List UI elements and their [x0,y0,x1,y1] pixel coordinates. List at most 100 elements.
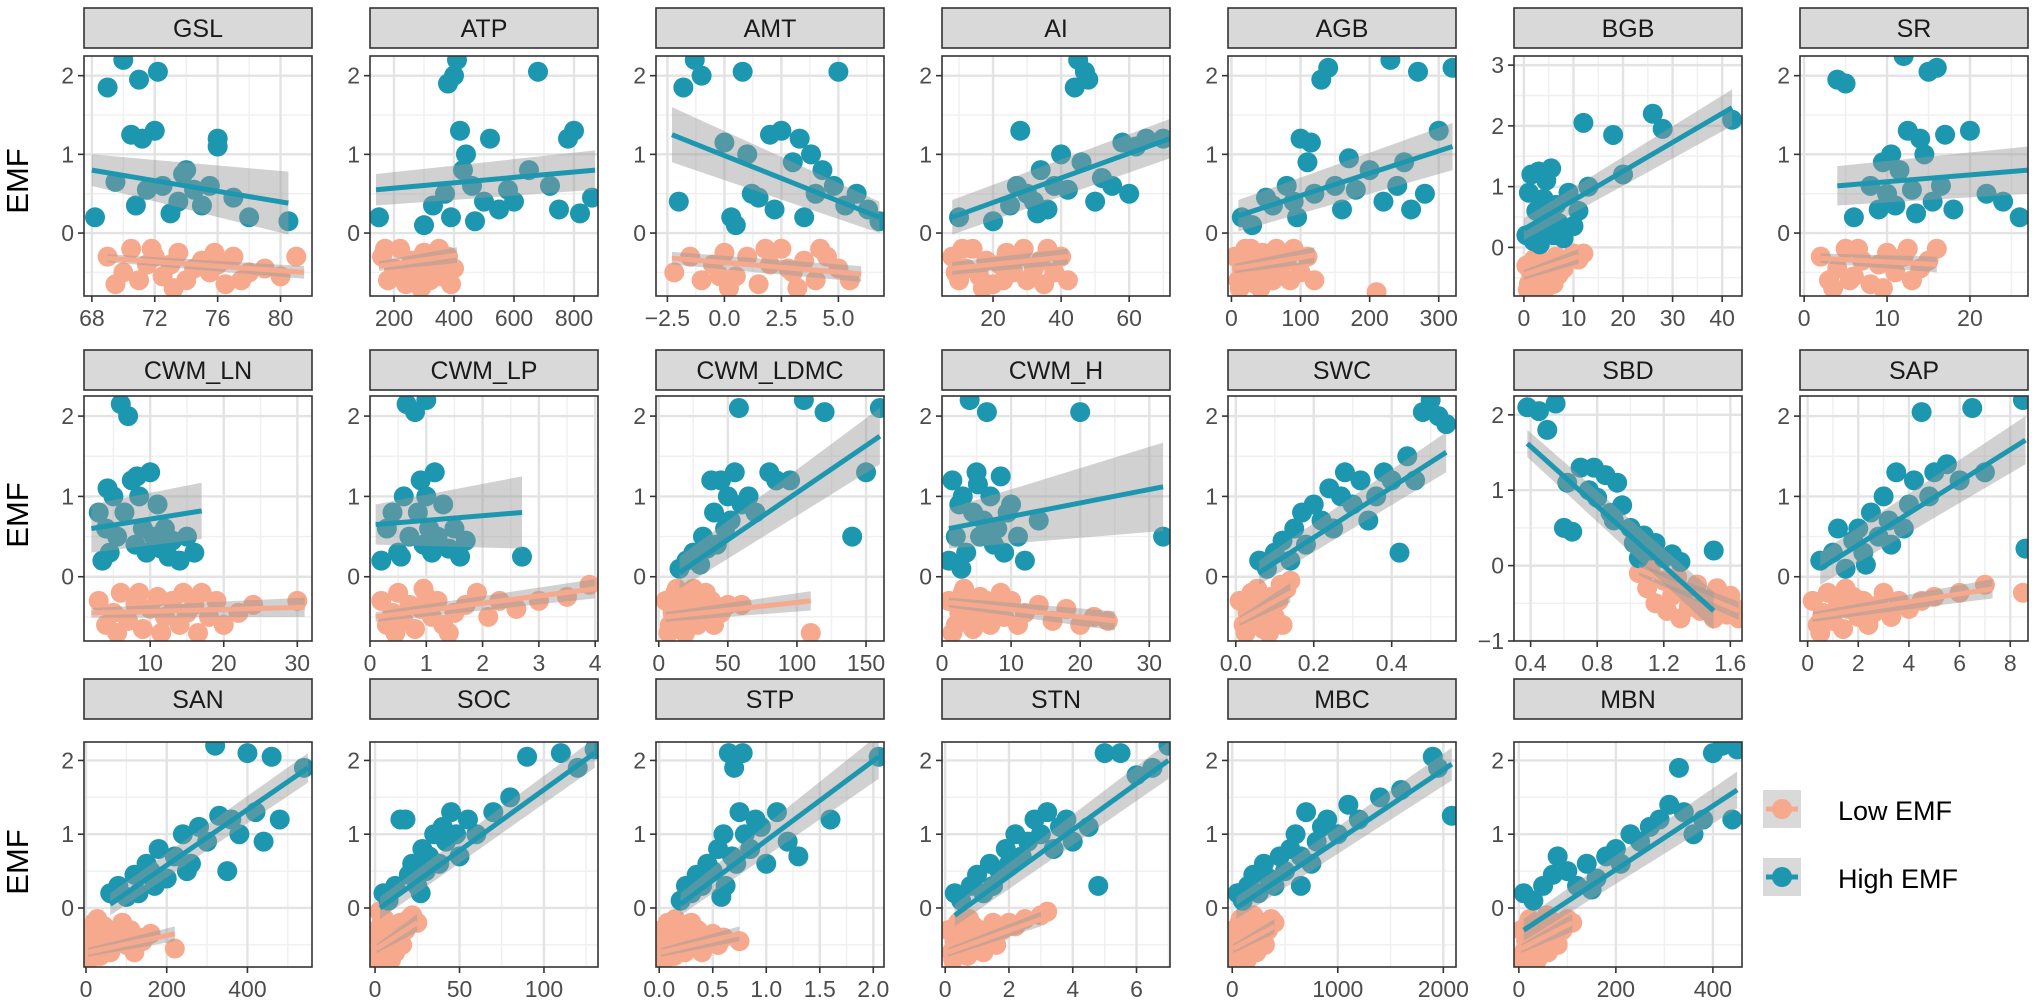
panel-border [655,741,885,968]
x-tick-label: 1.6 [1714,650,1746,676]
y-tick-label: 2 [1491,113,1504,139]
data-point [810,238,831,259]
data-point [713,824,734,845]
y-axis-labels: EMF EMF EMF [0,148,35,894]
data-point [1401,199,1422,220]
data-point [173,164,194,185]
low-emf-regression-line [1232,924,1276,951]
data-point [435,183,455,204]
plot-area [1802,396,2028,641]
data-point [1901,179,1922,200]
low-emf-regression-line [665,598,812,620]
data-point [711,886,732,907]
y-tick-label: 2 [347,403,360,429]
data-point [1568,200,1589,221]
x-tick-label: 10 [1874,305,1900,331]
high-emf-confidence-band [91,154,289,235]
x-tick-label: 60 [1116,305,1142,331]
data-point [1517,279,1538,296]
data-point [1652,118,1673,139]
data-point [147,494,168,515]
data-point [942,622,963,641]
data-point [959,909,980,930]
data-point [1345,179,1366,200]
data-point [444,65,464,86]
data-point [664,262,685,283]
data-point [217,861,238,882]
panel-stp: STP 0.0 0.5 1.0 1.5 2.0 0 1 2 [633,678,889,1002]
data-point [814,402,835,423]
x-tick-label: 40 [1709,305,1735,331]
data-point [411,278,431,296]
x-tick-label: 1000 [1312,976,1363,1002]
data-point [1304,270,1325,291]
data-point [793,396,814,411]
high-emf-regression-line [1837,167,2028,189]
data-point [1573,112,1594,133]
gridlines [1514,742,1742,967]
data-point [163,278,184,296]
panel-mbn: MBN 0 200 400 0 1 2 [1491,678,1743,1002]
x-tick-label: 2 [476,650,489,676]
data-point [1297,152,1318,173]
data-point [550,743,571,764]
data-point [1436,414,1456,435]
y-tick-label: 0 [919,220,932,246]
plot-area [84,742,312,967]
facet-title: CWM_LN [144,357,252,385]
data-point [1056,809,1077,830]
high-emf-regression-line [951,136,1170,220]
data-point [1810,622,1831,641]
high-emf-series [668,56,884,236]
data-point [540,175,560,196]
high-emf-confidence-band [375,476,522,549]
panel-border [941,395,1171,642]
data-point [169,550,190,571]
x-tick-label: 200 [375,305,413,331]
data-point [714,242,735,263]
high-emf-series [100,742,312,907]
data-point [1868,199,1889,220]
x-tick-label: 0 [652,650,665,676]
data-point [1287,207,1308,228]
data-point [168,242,189,263]
data-point [1833,618,1854,639]
x-tick-label: 0 [1225,305,1238,331]
data-point [237,743,258,764]
data-point [1414,183,1435,204]
high-emf-confidence-band [948,442,1164,549]
y-tick-label: 1 [61,141,74,167]
panel-border [1799,395,2029,642]
data-point [766,802,787,823]
facet-title: MBC [1314,686,1370,714]
panel-san: SAN 0 200 400 0 1 2 [61,678,313,1002]
data-point [1839,270,1860,291]
data-point [87,909,108,930]
plot-area [1810,56,2028,296]
data-point [828,61,849,82]
x-tick-label: 0 [369,976,382,1002]
data-point [1886,462,1907,483]
low-emf-regression-line [378,252,458,269]
data-point [764,199,785,220]
y-tick-label: 2 [633,747,646,773]
data-point [820,809,841,830]
data-point [1881,606,1902,627]
data-point [1722,109,1742,130]
data-point [823,175,844,196]
panel-amt: AMT −2.5 0.0 2.5 5.0 0 1 2 [633,7,885,331]
data-point [666,578,687,599]
x-tick-label: 1.0 [750,976,782,1002]
low-emf-regression-line [1812,586,1993,620]
data-point [1962,398,1983,419]
data-point [1008,526,1028,547]
y-tick-label: 2 [1205,403,1218,429]
facet-strip [655,7,885,49]
low-emf-regression-line [375,586,596,620]
low-emf-series [1628,559,1742,629]
data-point [1441,805,1456,826]
data-point [1243,905,1264,926]
x-tick-label: 100 [525,976,563,1002]
panel-stn: STN 0 2 4 6 0 1 2 [919,678,1171,1002]
